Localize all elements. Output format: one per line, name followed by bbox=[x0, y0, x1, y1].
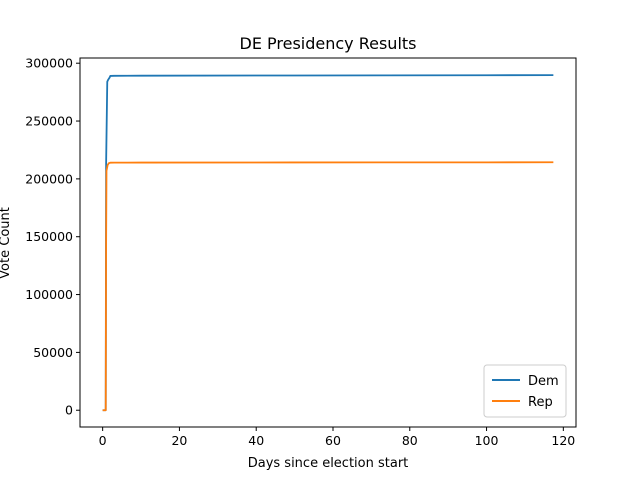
y-axis-ticks: 0 50000 100000 150000 200000 250000 300000 bbox=[25, 56, 80, 418]
x-axis-ticks: 0 20 40 60 80 100 120 bbox=[99, 427, 576, 448]
chart-title: DE Presidency Results bbox=[240, 34, 417, 53]
x-tick-label: 0 bbox=[99, 433, 107, 448]
series-line-dem bbox=[103, 75, 554, 410]
y-tick-label: 50000 bbox=[33, 345, 73, 360]
legend: Dem Rep bbox=[484, 365, 566, 417]
y-axis-label: Vote Count bbox=[0, 207, 13, 279]
y-tick-label: 0 bbox=[65, 403, 73, 418]
x-tick-label: 20 bbox=[171, 433, 187, 448]
x-tick-label: 40 bbox=[248, 433, 264, 448]
x-tick-label: 80 bbox=[402, 433, 418, 448]
y-tick-label: 100000 bbox=[25, 287, 73, 302]
x-axis-label: Days since election start bbox=[248, 456, 409, 471]
x-tick-label: 100 bbox=[475, 433, 499, 448]
y-tick-label: 300000 bbox=[25, 56, 73, 71]
legend-label-dem: Dem bbox=[528, 374, 559, 389]
series-layer bbox=[103, 75, 554, 410]
y-tick-label: 150000 bbox=[25, 229, 73, 244]
y-tick-label: 200000 bbox=[25, 171, 73, 186]
x-tick-label: 60 bbox=[325, 433, 341, 448]
legend-box bbox=[484, 365, 566, 417]
legend-label-rep: Rep bbox=[528, 395, 553, 410]
y-tick-label: 250000 bbox=[25, 114, 73, 129]
x-tick-label: 120 bbox=[551, 433, 575, 448]
